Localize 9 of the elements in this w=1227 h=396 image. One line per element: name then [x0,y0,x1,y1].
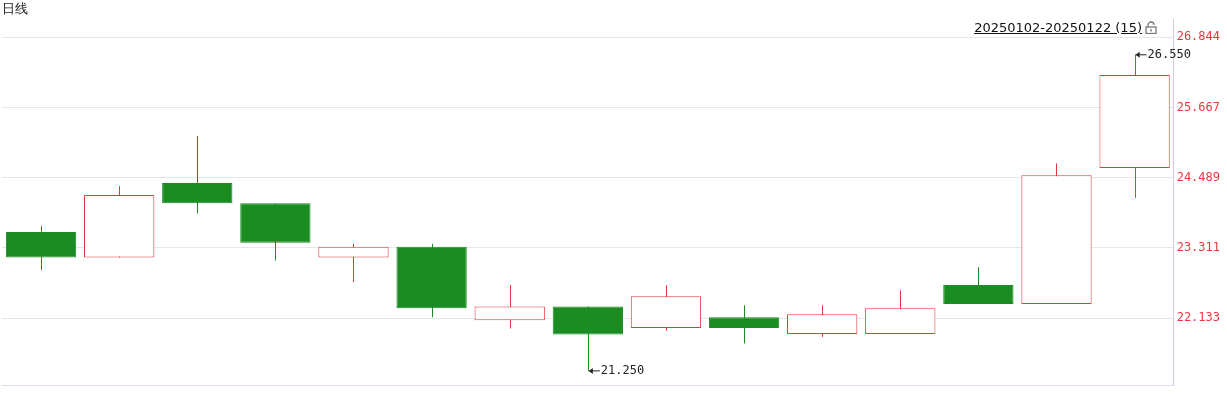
y-tick-label: 22.133 [1176,310,1221,325]
chart-title: 日线 [2,0,28,18]
y-tick-label: 26.844 [1176,29,1221,44]
y-tick-label: 24.489 [1176,169,1221,184]
annotation: 26.550 [1147,46,1191,61]
y-tick-label: 25.667 [1176,99,1221,114]
y-tick-label: 23.311 [1176,240,1221,255]
annotation: 21.250 [600,363,645,378]
annotation: 20250102-20250122 (15) [974,20,1142,35]
